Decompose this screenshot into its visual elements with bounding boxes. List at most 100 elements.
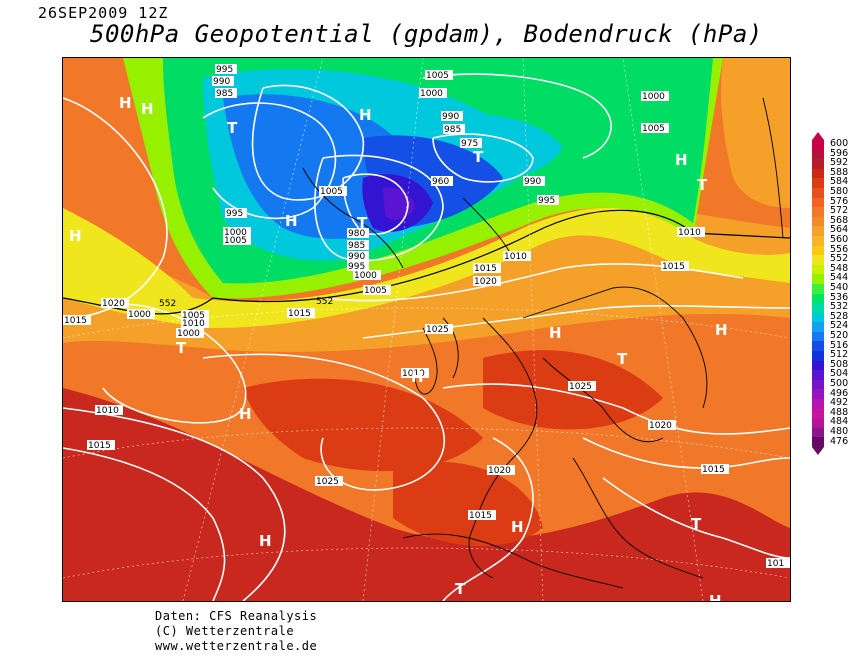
isobar-label: 1000 <box>642 92 665 102</box>
map-title: 500hPa Geopotential (gpdam), Bodendruck … <box>90 20 763 48</box>
isobar-label: 1005 <box>224 236 247 246</box>
isobar-label: 1000 <box>354 271 377 281</box>
legend-swatch <box>812 303 824 313</box>
isobar-label: 101 <box>767 559 784 569</box>
legend-swatch <box>812 389 824 400</box>
high-center: H <box>549 324 562 342</box>
isobar-label: 1010 <box>182 319 205 329</box>
legend-swatch <box>812 370 824 380</box>
legend-label: 592 <box>830 157 849 169</box>
legend-label: 544 <box>830 272 849 284</box>
legend-label: 596 <box>830 147 849 159</box>
legend-label: 500 <box>830 378 849 389</box>
legend-label: 580 <box>830 186 849 197</box>
isobar-label: 1015 <box>474 264 497 274</box>
legend-swatch <box>812 168 824 179</box>
isobar-label: 985 <box>216 89 233 99</box>
isobar-label: 990 <box>348 252 365 262</box>
isobar-label: 985 <box>348 241 365 251</box>
isobar-label: 1025 <box>569 382 592 392</box>
low-center: T <box>357 214 368 232</box>
legend-swatch <box>812 140 824 150</box>
legend-label: 496 <box>830 387 849 399</box>
isobar-label: 1015 <box>469 511 492 521</box>
height-contour-label: 552 <box>159 299 176 309</box>
legend-swatch <box>812 159 824 169</box>
legend-label: 548 <box>830 262 849 274</box>
legend-swatch <box>812 437 824 447</box>
legend-label: 520 <box>830 330 849 341</box>
legend-label: 476 <box>830 435 849 447</box>
isobar-label: 1010 <box>96 406 119 416</box>
legend-bottom-arrow <box>812 447 824 455</box>
legend-label: 552 <box>830 253 849 265</box>
legend-label: 512 <box>830 349 849 361</box>
isobar-label: 1000 <box>224 228 247 238</box>
legend-label: 480 <box>830 426 849 437</box>
copyright: (C) Wetterzentrale <box>155 624 295 638</box>
legend-swatch <box>812 149 824 160</box>
legend-label: 504 <box>830 368 849 380</box>
low-center: T <box>227 119 238 137</box>
high-center: H <box>69 227 82 245</box>
legend-swatch <box>812 341 824 352</box>
website-url: www.wetterzentrale.de <box>155 639 318 653</box>
height-contour-label: 552 <box>316 297 333 307</box>
isobar-label: 980 <box>348 229 365 239</box>
legend-swatch <box>812 235 824 246</box>
data-source: Daten: CFS Reanalysis <box>155 609 318 623</box>
isobar-label: 1005 <box>642 124 665 134</box>
high-center: H <box>285 212 298 230</box>
isobar-label: 1015 <box>88 441 111 451</box>
legend-swatch <box>812 207 824 217</box>
isobar-label: 985 <box>444 125 461 135</box>
legend-label: 576 <box>830 195 849 207</box>
legend-swatch <box>812 293 824 304</box>
legend-label: 524 <box>830 320 849 332</box>
legend-label: 536 <box>830 291 849 303</box>
legend-label: 516 <box>830 339 849 351</box>
legend-swatch <box>812 245 824 256</box>
high-center: H <box>259 532 272 550</box>
low-center: T <box>176 339 187 357</box>
isobar-label: 990 <box>213 77 230 87</box>
legend-label: 532 <box>830 301 849 313</box>
isobar-label: 1000 <box>128 310 151 320</box>
isobar-label: 1005 <box>182 311 205 321</box>
legend-label: 584 <box>830 176 849 188</box>
isobar-label: 1005 <box>364 286 387 296</box>
legend-swatch <box>812 408 824 419</box>
isobar-label: 1005 <box>426 71 449 81</box>
legend-swatch <box>812 379 824 390</box>
legend-swatch <box>812 331 824 342</box>
high-center: H <box>411 368 424 386</box>
isobar-label: 1000 <box>420 89 443 99</box>
footer-credits: Daten: CFS Reanalysis (C) Wetterzentrale… <box>155 609 317 654</box>
high-center: H <box>141 100 154 118</box>
isobar-label: 990 <box>442 112 459 122</box>
legend-label: 588 <box>830 166 849 178</box>
legend-label: 540 <box>830 282 849 293</box>
high-center: H <box>715 321 728 339</box>
high-center: H <box>119 94 132 112</box>
legend-label: 568 <box>830 214 849 226</box>
legend-swatch <box>812 274 824 284</box>
high-center: H <box>359 106 372 124</box>
isobar-label: 1020 <box>488 466 511 476</box>
legend-swatch <box>812 312 824 323</box>
isobar-label: 1015 <box>64 316 87 326</box>
weather-map: 995 990 985 1005 1000 975 990 985 1000 1… <box>62 57 791 602</box>
legend-swatch <box>812 197 824 208</box>
isobar-label: 995 <box>538 196 555 206</box>
legend-label: 600 <box>830 138 849 149</box>
legend-label: 484 <box>830 416 849 428</box>
isobar-label: 1020 <box>649 421 672 431</box>
isobar-label: 995 <box>348 262 365 272</box>
low-center: T <box>617 350 628 368</box>
legend-label: 560 <box>830 234 849 245</box>
isobar-label: 1020 <box>474 277 497 287</box>
legend-swatch <box>812 351 824 361</box>
color-legend: 600 596 592 588 584 580 576 572 568 564 560 556 552 5… <box>812 132 848 455</box>
legend-swatch <box>812 322 824 332</box>
legend-swatch <box>812 283 824 294</box>
